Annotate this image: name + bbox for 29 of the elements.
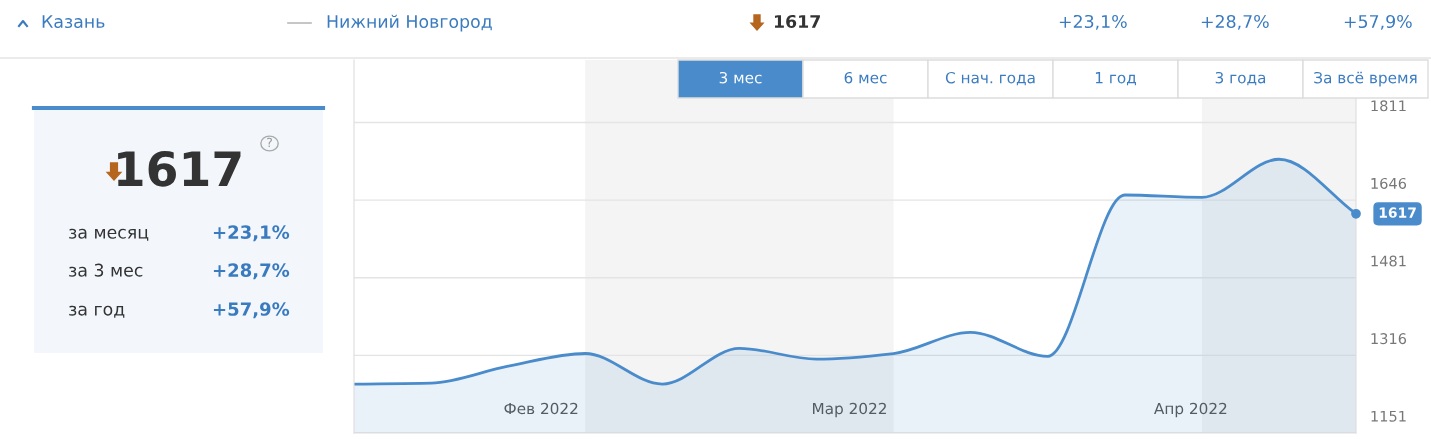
text: за 3 мес <box>69 263 143 277</box>
y-tick-label: 1151 <box>1371 410 1406 422</box>
text: 1617 <box>774 14 820 29</box>
annotation: 1617 <box>1379 207 1416 218</box>
text: за месяц <box>69 228 149 241</box>
x-tick-label: Фев 2022 <box>504 402 578 415</box>
text: +28,7% <box>213 263 290 280</box>
text: +57,9% <box>1344 14 1412 30</box>
annotation: 3 года <box>1215 71 1266 86</box>
text: +23,1% <box>213 225 290 242</box>
text: Казань <box>42 15 105 29</box>
y-tick-label: 1646 <box>1371 177 1407 189</box>
x-tick-label: Мар 2022 <box>813 402 886 418</box>
annotation: С нач. года <box>945 71 1035 86</box>
text: ? <box>267 137 272 147</box>
text: +23,1% <box>1059 14 1127 30</box>
text: за год <box>69 305 125 318</box>
y-tick-label: 1481 <box>1371 255 1406 267</box>
annotation: 1 год <box>1095 72 1136 86</box>
x-tick-label: Апр 2022 <box>1154 402 1227 418</box>
text: +57,9% <box>213 302 290 319</box>
y-tick-label: 1316 <box>1371 333 1407 345</box>
text: +28,7% <box>1201 14 1269 30</box>
y-tick-label: 1811 <box>1371 100 1406 112</box>
annotation: 3 мес <box>719 71 762 84</box>
text: Нижний Новгород <box>327 14 492 32</box>
text: 1617 <box>118 150 241 187</box>
annotation: За всё время <box>1314 71 1417 87</box>
annotation: 6 мес <box>844 71 887 84</box>
